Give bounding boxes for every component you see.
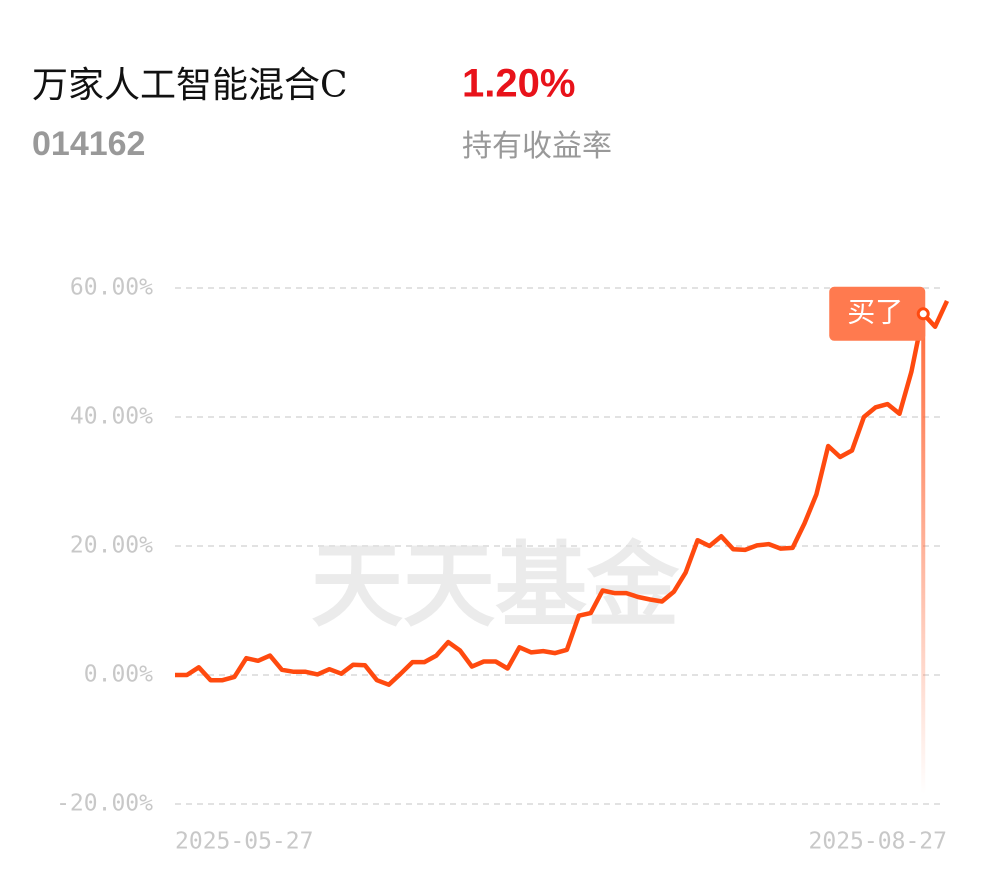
- y-tick-label: 60.00%: [70, 275, 153, 301]
- y-tick-label: 20.00%: [70, 533, 153, 559]
- buy-badge: [829, 286, 926, 341]
- y-tick-label: 40.00%: [70, 404, 153, 430]
- buy-drop-line: [921, 313, 926, 794]
- buy-label: 买了: [847, 295, 903, 328]
- fund-title: 万家人工智能混合C: [32, 65, 348, 106]
- buy-point: [916, 307, 930, 321]
- y-tick-label: -20.00%: [56, 791, 153, 817]
- series-line: [175, 299, 950, 687]
- x-tick-label: 2025-05-27: [175, 829, 313, 855]
- return-label: 持有收益率: [462, 129, 612, 164]
- y-tick-label: 0.00%: [84, 662, 153, 688]
- return-value: 1.20%: [462, 62, 575, 106]
- x-tick-label: 2025-08-27: [809, 829, 947, 855]
- watermark: 天天基金: [311, 532, 680, 639]
- fund-code: 014162: [32, 125, 145, 163]
